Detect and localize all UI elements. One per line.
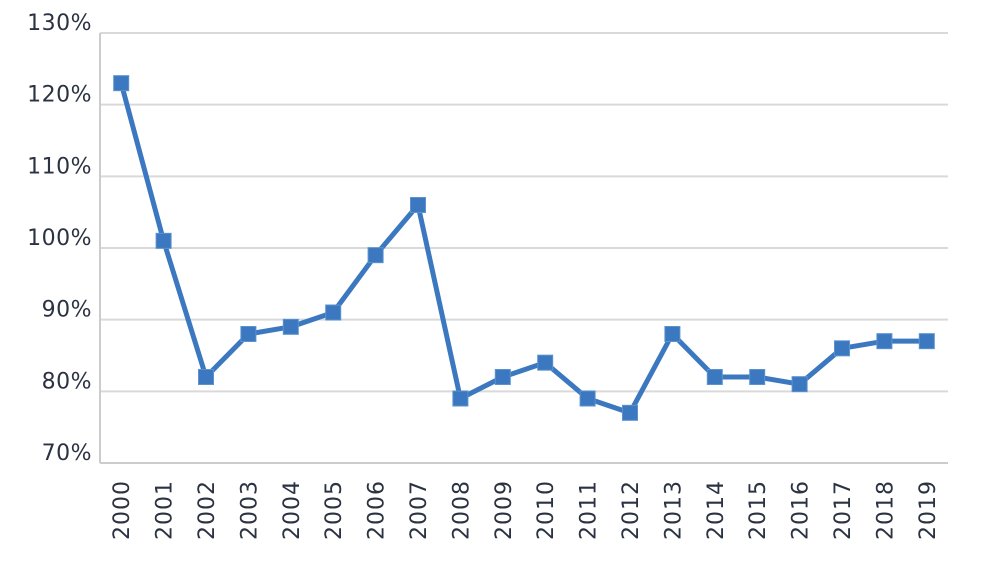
x-tick-label: 2008: [449, 480, 474, 540]
data-point-marker-2016: [791, 376, 808, 393]
x-tick-label: 2013: [661, 480, 686, 540]
data-point-marker-2018: [876, 333, 893, 350]
data-point-marker-2015: [749, 369, 766, 385]
data-point-marker-2009: [494, 369, 511, 385]
data-point-marker-2010: [537, 354, 554, 371]
x-tick-label: 2010: [534, 480, 559, 540]
y-tick-label: 80%: [42, 369, 92, 394]
x-tick-label: 2016: [789, 480, 814, 540]
y-tick-label: 90%: [42, 298, 92, 323]
x-tick-label: 2004: [280, 480, 305, 540]
data-markers-group: [113, 75, 935, 421]
y-tick-label: 110%: [27, 154, 92, 179]
gridlines-group: [100, 32, 948, 464]
data-point-marker-2014: [706, 369, 723, 385]
x-axis-labels-group: 2000 2001 2002 2003 2004 2005 2006 2007 2008 2009…: [110, 480, 941, 540]
x-tick-label: 2009: [492, 480, 517, 540]
x-tick-label: 2014: [704, 480, 729, 540]
axis-borders-group: [99, 33, 948, 464]
y-tick-label: 100%: [27, 226, 92, 251]
y-tick-label: 120%: [27, 83, 92, 108]
data-point-marker-2013: [664, 326, 681, 342]
x-tick-label: 2015: [746, 480, 771, 540]
data-point-marker-2012: [622, 404, 638, 421]
x-tick-label: 2011: [577, 480, 602, 540]
y-tick-label: 130%: [27, 11, 92, 36]
x-tick-label: 2001: [153, 480, 178, 540]
data-point-marker-2019: [918, 333, 935, 350]
x-tick-label: 2002: [195, 480, 220, 540]
data-point-marker-2000: [113, 75, 130, 92]
x-tick-label: 2019: [916, 480, 941, 540]
data-point-marker-2008: [452, 390, 469, 407]
data-point-marker-2006: [367, 247, 384, 264]
data-point-marker-2011: [579, 390, 596, 407]
data-point-marker-2001: [155, 232, 172, 249]
x-tick-label: 2003: [237, 480, 262, 540]
data-point-marker-2017: [834, 340, 850, 357]
data-point-marker-2003: [240, 326, 257, 342]
x-tick-label: 2005: [322, 480, 347, 540]
x-tick-label: 2000: [110, 480, 135, 540]
x-tick-label: 2017: [831, 480, 856, 540]
data-point-marker-2005: [325, 304, 342, 321]
data-point-marker-2004: [282, 318, 299, 335]
y-axis-labels-group: 130% 120% 110% 100% 90% 80% 70%: [27, 11, 92, 466]
y-tick-label: 70%: [42, 441, 92, 466]
x-tick-label: 2007: [407, 480, 432, 540]
x-tick-label: 2006: [365, 480, 390, 540]
data-point-marker-2002: [198, 369, 214, 385]
data-point-marker-2007: [410, 197, 426, 213]
x-tick-label: 2018: [873, 480, 898, 540]
x-tick-label: 2012: [619, 480, 644, 540]
